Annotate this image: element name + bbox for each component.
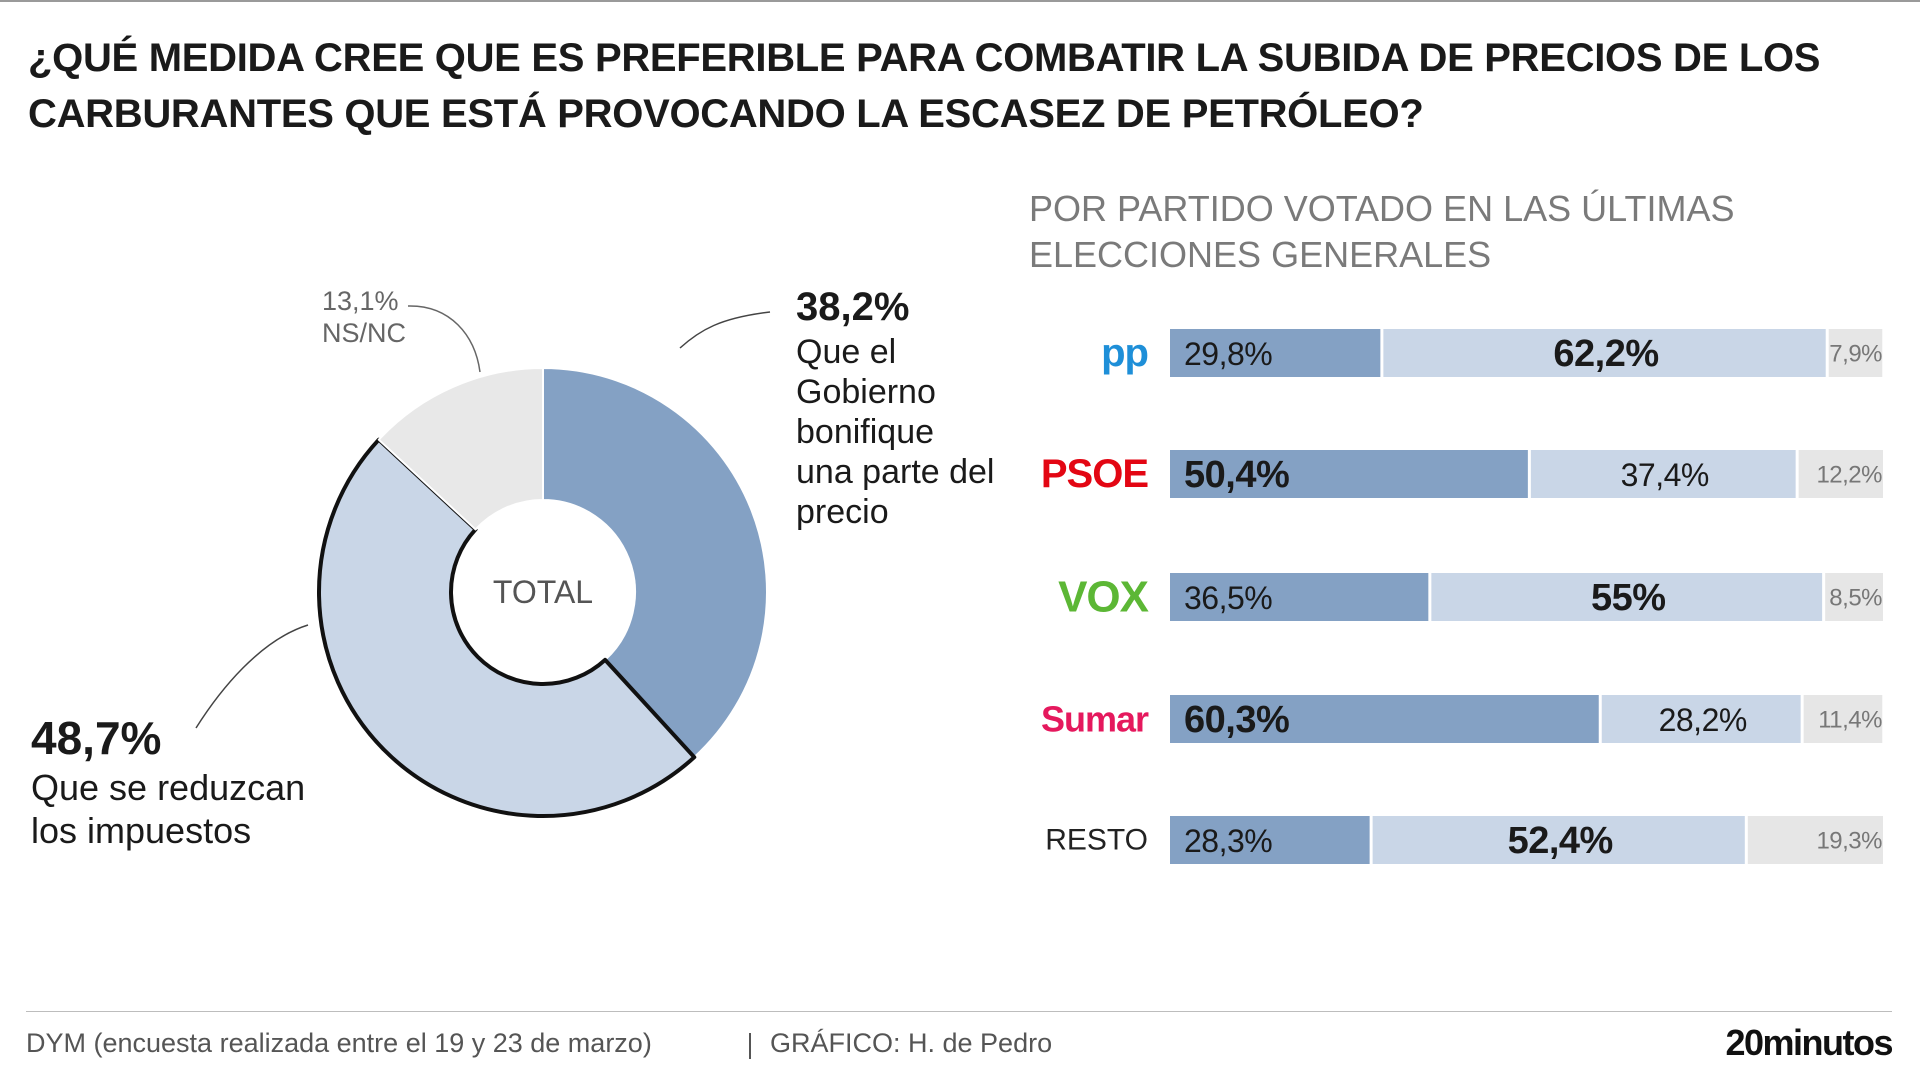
category-label: pp bbox=[1101, 331, 1148, 375]
bar-segment bbox=[1170, 573, 1429, 621]
bar-value-label: 50,4% bbox=[1184, 454, 1289, 496]
bar-value-label: 11,4% bbox=[1818, 707, 1882, 734]
bar-value-label: 62,2% bbox=[1553, 333, 1658, 375]
bar-value-label: 7,9% bbox=[1829, 341, 1882, 368]
bar-segment bbox=[1530, 450, 1796, 498]
bar-segment bbox=[1828, 329, 1883, 377]
bar-chart-title: POR PARTIDO VOTADO EN LAS ÚLTIMAS ELECCI… bbox=[1029, 188, 1735, 275]
leader-line bbox=[679, 311, 771, 349]
bar-segment bbox=[1383, 329, 1826, 377]
bar-segment bbox=[1825, 573, 1883, 621]
bar-value-label: 28,2% bbox=[1659, 702, 1747, 738]
bar-value-label: 60,3% bbox=[1184, 699, 1289, 741]
slice-value-label: 48,7% bbox=[31, 712, 162, 764]
bar-segment bbox=[1170, 450, 1528, 498]
source: DYM (encuesta realizada entre el 19 y 23… bbox=[26, 1028, 652, 1058]
separator bbox=[749, 1033, 751, 1059]
leader-line bbox=[407, 305, 481, 373]
top-rule bbox=[0, 0, 1920, 2]
slice-category-label: Que se reduzcan los impuestos bbox=[31, 767, 306, 851]
bar-value-label: 37,4% bbox=[1621, 457, 1709, 493]
donut-center-label: TOTAL bbox=[493, 574, 593, 610]
bar-value-label: 28,3% bbox=[1184, 823, 1272, 859]
category-label: RESTO bbox=[1045, 824, 1148, 857]
title: ¿QUÉ MEDIDA CREE QUE ES PREFERIBLE PARA … bbox=[28, 36, 1821, 136]
donut-slice bbox=[377, 367, 544, 531]
category-label: PSOE bbox=[1041, 452, 1148, 496]
bar-segment bbox=[1170, 329, 1381, 377]
bar-segment bbox=[1431, 573, 1823, 621]
bar-segment bbox=[1170, 695, 1599, 743]
bar-value-label: 36,5% bbox=[1184, 580, 1272, 616]
slice-category-label: Que el Gobierno bonifique una parte del … bbox=[796, 333, 995, 532]
leader-line bbox=[195, 624, 309, 729]
slice-value-label: 38,2% bbox=[796, 285, 910, 329]
bar-value-label: 52,4% bbox=[1508, 820, 1613, 862]
bar-value-label: 19,3% bbox=[1816, 828, 1882, 855]
bar-value-label: 55% bbox=[1591, 577, 1666, 619]
bar-value-label: 29,8% bbox=[1184, 336, 1272, 372]
bar-segment bbox=[1601, 695, 1801, 743]
donut-slice bbox=[317, 437, 697, 818]
credit: GRÁFICO: H. de Pedro bbox=[770, 1028, 1053, 1058]
bar-segment bbox=[1803, 695, 1883, 743]
bar-segment bbox=[1798, 450, 1883, 498]
category-label: VOX bbox=[1058, 573, 1149, 622]
bar-segment bbox=[1372, 816, 1745, 864]
slice-value-label: 13,1% bbox=[322, 286, 399, 316]
bar-value-label: 12,2% bbox=[1816, 462, 1882, 489]
slice-category-label: NS/NC bbox=[322, 318, 407, 349]
bar-segment bbox=[1747, 816, 1883, 864]
bar-segment bbox=[1170, 816, 1370, 864]
bar-value-label: 8,5% bbox=[1829, 585, 1882, 612]
footer-rule bbox=[26, 1011, 1892, 1012]
category-label: Sumar bbox=[1041, 699, 1149, 740]
brand: 20minutos bbox=[1725, 1022, 1893, 1063]
donut-slice bbox=[542, 367, 768, 759]
